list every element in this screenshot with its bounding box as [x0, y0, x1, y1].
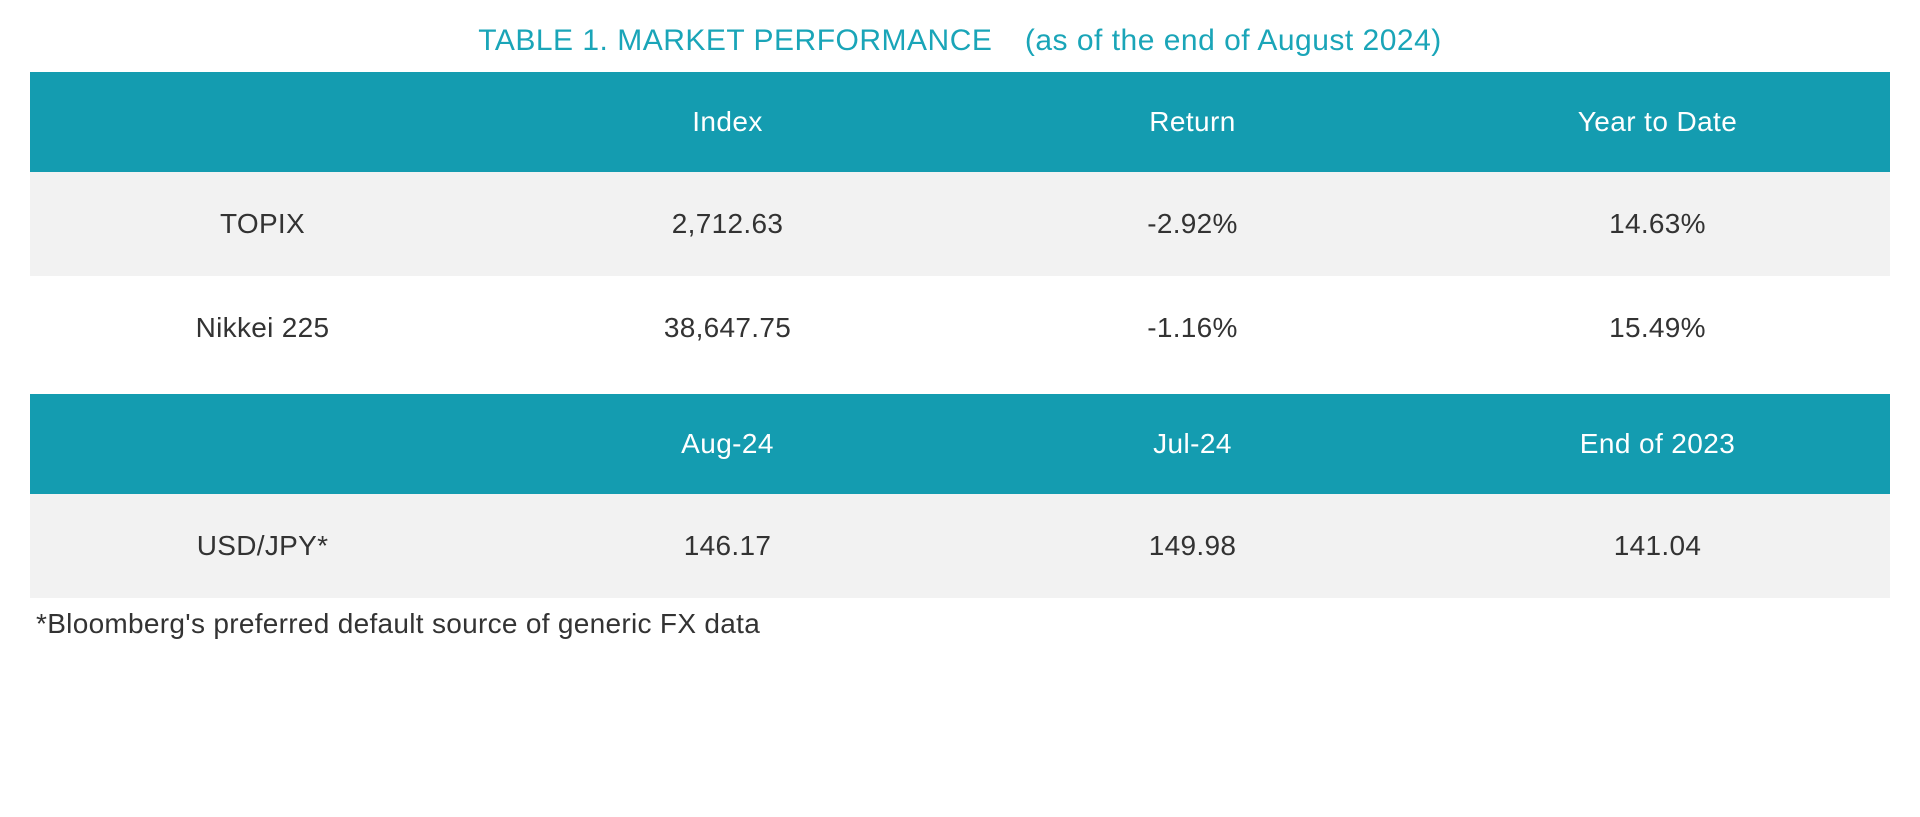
row-label: USD/JPY* — [30, 494, 495, 598]
col-header-end2023: End of 2023 — [1425, 394, 1890, 494]
cell-ytd: 14.63% — [1425, 172, 1890, 276]
cell-end2023: 141.04 — [1425, 494, 1890, 598]
table-row: Nikkei 225 38,647.75 -1.16% 15.49% — [30, 276, 1890, 380]
market-performance-table: Index Return Year to Date TOPIX 2,712.63… — [30, 72, 1890, 380]
cell-index: 2,712.63 — [495, 172, 960, 276]
table-row: USD/JPY* 146.17 149.98 141.04 — [30, 494, 1890, 598]
cell-aug24: 146.17 — [495, 494, 960, 598]
table-title: TABLE 1. MARKET PERFORMANCE (as of the e… — [30, 24, 1890, 58]
table-row: TOPIX 2,712.63 -2.92% 14.63% — [30, 172, 1890, 276]
row-label: TOPIX — [30, 172, 495, 276]
col-header-index: Index — [495, 72, 960, 172]
cell-return: -1.16% — [960, 276, 1425, 380]
col-header-jul24: Jul-24 — [960, 394, 1425, 494]
col-header-ytd: Year to Date — [1425, 72, 1890, 172]
cell-index: 38,647.75 — [495, 276, 960, 380]
table-header-row: Aug-24 Jul-24 End of 2023 — [30, 394, 1890, 494]
col-header-blank — [30, 394, 495, 494]
col-header-blank — [30, 72, 495, 172]
fx-table: Aug-24 Jul-24 End of 2023 USD/JPY* 146.1… — [30, 394, 1890, 598]
col-header-return: Return — [960, 72, 1425, 172]
title-sub: (as of the end of August 2024) — [1025, 24, 1442, 57]
title-main: TABLE 1. MARKET PERFORMANCE — [478, 24, 992, 57]
cell-return: -2.92% — [960, 172, 1425, 276]
col-header-aug24: Aug-24 — [495, 394, 960, 494]
cell-jul24: 149.98 — [960, 494, 1425, 598]
footnote: *Bloomberg's preferred default source of… — [30, 608, 1890, 640]
row-label: Nikkei 225 — [30, 276, 495, 380]
cell-ytd: 15.49% — [1425, 276, 1890, 380]
table-header-row: Index Return Year to Date — [30, 72, 1890, 172]
